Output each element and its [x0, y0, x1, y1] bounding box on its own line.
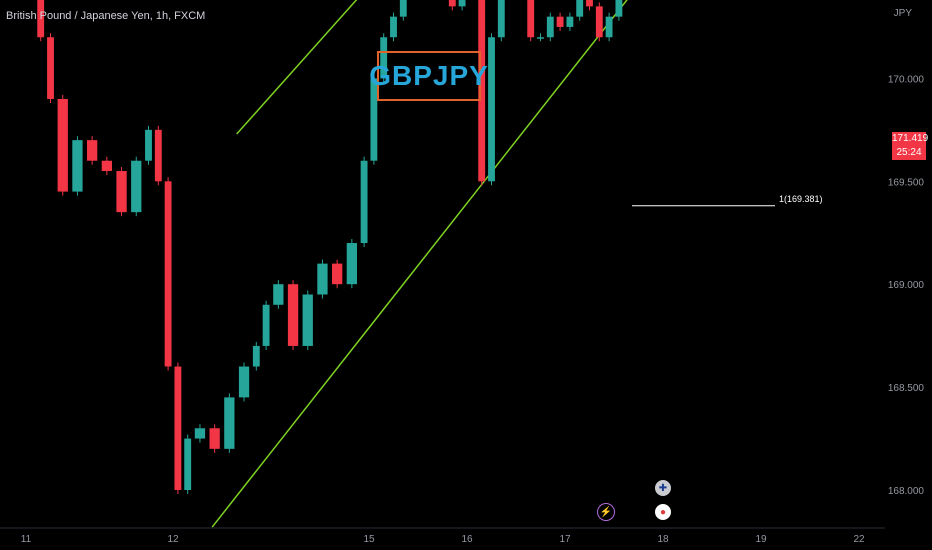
candle-body	[586, 0, 593, 7]
x-tick-label: 12	[167, 534, 179, 545]
candle-body	[57, 98, 68, 192]
y-tick-label: 169.000	[888, 280, 925, 291]
x-tick-label: 11	[21, 534, 32, 545]
x-tick-label: 16	[461, 534, 473, 545]
candle-body	[194, 428, 206, 439]
candle-body	[497, 0, 505, 38]
candle-body	[145, 129, 152, 161]
candle-body	[478, 0, 486, 182]
candle-body	[37, 0, 45, 38]
candle-body	[47, 37, 54, 99]
candle-body	[332, 263, 343, 285]
fib-level-label: 1(169.381)	[779, 194, 823, 204]
candle-body	[174, 366, 182, 490]
candle-body	[101, 160, 112, 172]
x-tick-label: 17	[559, 534, 571, 545]
x-tick-label: 19	[755, 534, 767, 545]
pair-annotation-text: GBPJPY	[369, 60, 489, 91]
candle-body	[154, 129, 162, 182]
candle-body	[252, 345, 260, 367]
candle-body	[399, 0, 407, 17]
current-price-value: 171.419	[892, 133, 929, 144]
candle-body	[546, 16, 554, 38]
candle-body	[238, 366, 250, 398]
lightning-icon[interactable]: ⚡	[597, 503, 615, 521]
candle-body	[184, 438, 192, 490]
y-tick-label: 168.000	[888, 486, 925, 497]
candle-body	[458, 0, 466, 7]
candle-body	[537, 37, 544, 39]
candle-body	[273, 284, 284, 305]
candle-body	[448, 0, 456, 7]
candle-body	[360, 160, 368, 244]
candle-body	[346, 243, 357, 285]
axis-unit-label: JPY	[893, 8, 912, 19]
candle-body	[262, 304, 270, 346]
candle-body	[576, 0, 584, 17]
current-price-badge: 171.419 25:24	[892, 132, 929, 160]
candle-body	[116, 171, 127, 213]
pair-annotation-box: GBPJPY	[369, 51, 488, 101]
channel-upper-line	[236, 0, 358, 135]
y-tick-label: 169.500	[888, 177, 925, 188]
japan-flag-icon[interactable]: ●	[655, 504, 671, 520]
candle-body	[370, 78, 378, 161]
candle-body	[488, 37, 495, 182]
candle-body	[164, 181, 172, 367]
x-tick-label: 15	[363, 534, 375, 545]
uk-flag-icon[interactable]: ✚	[655, 480, 671, 496]
candle-body	[615, 0, 623, 17]
candle-body	[131, 160, 142, 213]
candle-body	[595, 6, 603, 38]
candle-body	[224, 397, 235, 449]
candle-body	[605, 16, 613, 38]
candle-body	[380, 37, 388, 79]
candle-body	[72, 140, 83, 192]
candle-body	[390, 16, 397, 38]
y-tick-label: 170.000	[888, 74, 925, 85]
candle-body	[287, 284, 299, 346]
candle-body	[527, 0, 535, 38]
symbol-title: British Pound / Japanese Yen, 1h, FXCM	[6, 10, 206, 22]
candle-body	[317, 263, 328, 295]
candle-body	[302, 294, 313, 346]
candle-body	[566, 16, 574, 27]
candle-body	[556, 16, 564, 27]
candle-body	[87, 140, 98, 161]
candle-countdown: 25:24	[896, 147, 922, 158]
candle-body	[209, 428, 220, 449]
y-tick-label: 168.500	[888, 383, 925, 394]
x-tick-label: 22	[853, 534, 865, 545]
x-tick-label: 18	[657, 534, 669, 545]
